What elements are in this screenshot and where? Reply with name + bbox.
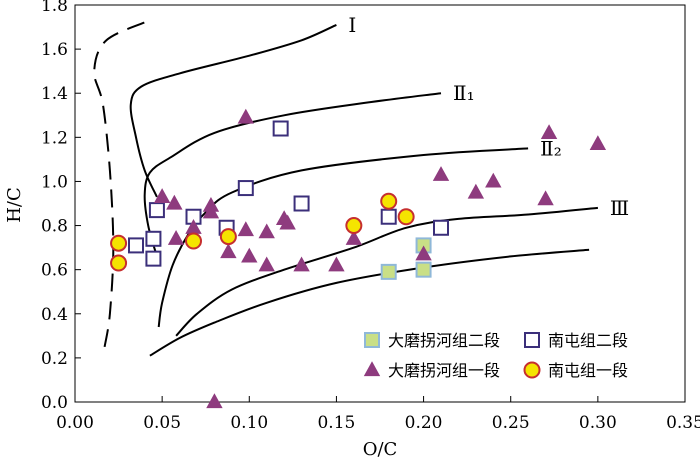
data-point-series-3 — [185, 232, 203, 250]
y-tick-label: 1.6 — [41, 40, 68, 60]
data-point-series-2 — [237, 221, 254, 237]
legend-marker — [363, 361, 381, 377]
y-tick-label: 0.6 — [41, 261, 68, 281]
x-axis-label: O/C — [363, 439, 398, 460]
x-tick-label: 0.35 — [666, 413, 700, 433]
legend-label: 大磨拐河组一段 — [388, 361, 500, 380]
data-point-series-2 — [220, 243, 237, 259]
data-point-series-1 — [148, 202, 165, 219]
data-point-series-1 — [293, 195, 310, 212]
curve-label: Ⅱ₂ — [540, 136, 562, 160]
legend-label: 南屯组二段 — [548, 331, 628, 350]
legend-marker — [524, 332, 540, 348]
x-tick-label: 0.15 — [317, 413, 355, 433]
legend-label: 大磨拐河组二段 — [388, 331, 500, 350]
data-point-series-3 — [345, 217, 363, 235]
y-tick-label: 1.0 — [41, 172, 68, 192]
data-point-series-2 — [237, 108, 254, 124]
boundary-curve — [149, 248, 590, 357]
data-point-series-2 — [153, 188, 171, 203]
data-point-series-2 — [537, 190, 554, 206]
y-axis-label: H/C — [4, 187, 25, 223]
data-point-series-1 — [272, 120, 289, 137]
x-axis-ticks: 0.00 0.05 0.10 0.15 0.20 0.25 0.30 0.35 — [56, 396, 700, 433]
boundary-curve — [143, 92, 442, 257]
y-tick-label: 0.4 — [41, 305, 68, 325]
curve-label: Ⅰ — [348, 13, 356, 37]
data-point-series-1 — [433, 219, 449, 236]
data-point-series-2 — [167, 230, 185, 245]
data-point-series-2 — [589, 135, 607, 151]
dashed-boundary-curve — [93, 19, 151, 348]
y-tick-label: 0.2 — [41, 349, 68, 369]
data-point-series-2 — [540, 124, 558, 140]
x-tick-label: 0.25 — [492, 413, 530, 433]
boundary-curve — [129, 23, 337, 198]
data-point-series-0 — [415, 261, 432, 278]
data-point-series-2 — [328, 256, 345, 272]
legend-label: 南屯组一段 — [548, 361, 628, 380]
data-point-series-2 — [415, 245, 432, 261]
data-point-series-2 — [166, 194, 183, 210]
data-point-series-1 — [145, 230, 162, 247]
data-point-series-1 — [128, 237, 144, 254]
plot-frame — [74, 4, 686, 403]
data-point-series-3 — [110, 254, 128, 272]
data-point-series-2 — [432, 166, 450, 181]
curve-label: Ⅲ — [610, 196, 629, 220]
data-point-series-2 — [467, 183, 485, 199]
legend-marker — [523, 361, 541, 379]
data-point-series-1 — [380, 208, 397, 225]
data-point-series-3 — [397, 208, 415, 226]
data-point-series-2 — [258, 223, 275, 239]
data-point-series-2 — [206, 393, 223, 409]
y-tick-label: 0.8 — [41, 217, 68, 237]
points-group — [110, 108, 607, 409]
legend-marker — [364, 332, 380, 348]
data-point-series-3 — [110, 234, 128, 252]
y-axis-ticks: 0.0 0.2 0.4 0.6 0.8 1.0 1.2 1.4 1.6 1.8 — [41, 0, 81, 413]
x-tick-label: 0.00 — [56, 413, 94, 433]
curve-labels: Ⅰ Ⅱ₁ Ⅱ₂ Ⅲ — [348, 13, 629, 220]
data-point-series-0 — [380, 263, 397, 280]
data-point-series-3 — [219, 228, 237, 246]
data-point-series-2 — [258, 256, 275, 272]
data-point-series-2 — [241, 247, 258, 263]
x-tick-label: 0.20 — [405, 413, 443, 433]
data-point-series-2 — [345, 230, 363, 245]
data-point-series-2 — [202, 203, 220, 219]
boundary-curve — [175, 206, 598, 337]
y-tick-label: 1.2 — [41, 128, 68, 148]
x-tick-label: 0.10 — [230, 413, 268, 433]
y-tick-label: 1.8 — [41, 0, 68, 16]
data-point-series-1 — [237, 180, 254, 197]
curves-group — [93, 19, 598, 357]
data-point-series-2 — [485, 172, 502, 188]
data-point-series-2 — [293, 256, 310, 272]
x-tick-label: 0.30 — [579, 413, 617, 433]
data-point-series-2 — [279, 214, 296, 230]
x-tick-label: 0.05 — [143, 413, 181, 433]
curve-label: Ⅱ₁ — [453, 81, 475, 105]
y-tick-label: 0.0 — [41, 393, 68, 413]
data-point-series-3 — [380, 192, 398, 210]
y-tick-label: 1.4 — [41, 84, 68, 104]
data-point-series-1 — [145, 250, 162, 267]
